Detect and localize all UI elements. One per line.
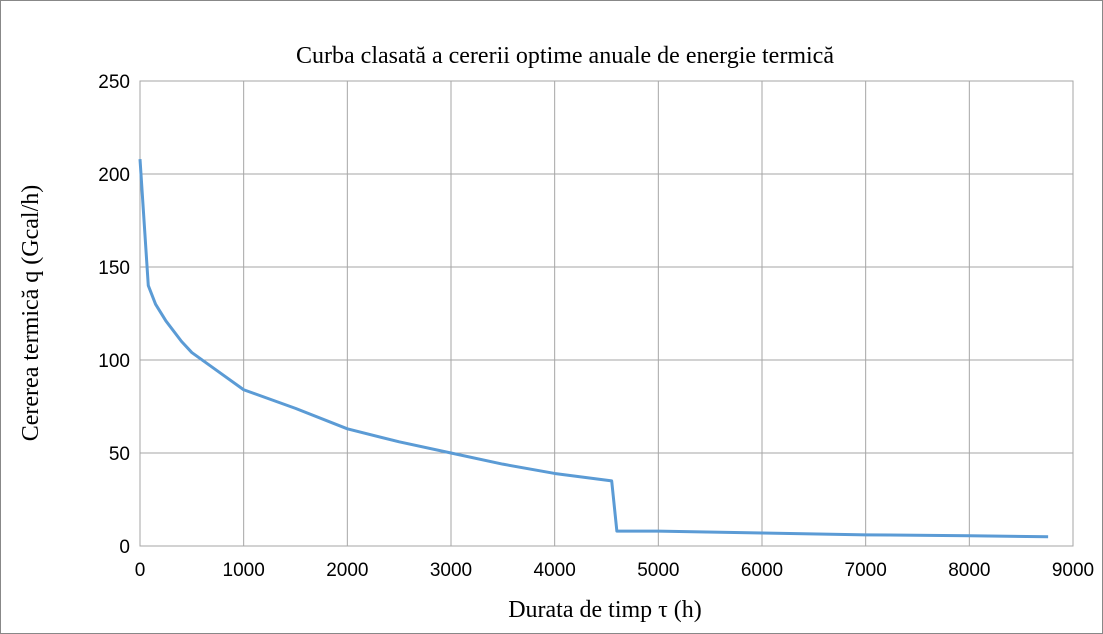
- x-tick-label: 7000: [845, 560, 887, 581]
- x-tick-label: 5000: [637, 560, 679, 581]
- x-axis-label: Durata de timp τ (h): [508, 597, 702, 623]
- y-tick-label: 50: [109, 444, 130, 465]
- x-tick-label: 0: [135, 560, 146, 581]
- chart-title: Curba clasată a cererii optime anuale de…: [296, 43, 834, 69]
- x-tick-label: 1000: [223, 560, 265, 581]
- y-tick-label: 250: [98, 72, 130, 93]
- x-tick-label: 3000: [430, 560, 472, 581]
- data-line: [138, 159, 1049, 539]
- y-tick-label: 200: [98, 165, 130, 186]
- x-tick-label: 8000: [948, 560, 990, 581]
- y-tick-label: 150: [98, 258, 130, 279]
- x-tick-label: 6000: [741, 560, 783, 581]
- y-tick-label: 0: [119, 537, 130, 558]
- y-tick-label: 100: [98, 351, 130, 372]
- x-tick-label: 9000: [1052, 560, 1094, 581]
- plot-frame: [139, 80, 1074, 547]
- x-tick-label: 2000: [326, 560, 368, 581]
- x-tick-label: 4000: [534, 560, 576, 581]
- y-axis-label: Cererea termică q (Gcal/h): [18, 185, 44, 442]
